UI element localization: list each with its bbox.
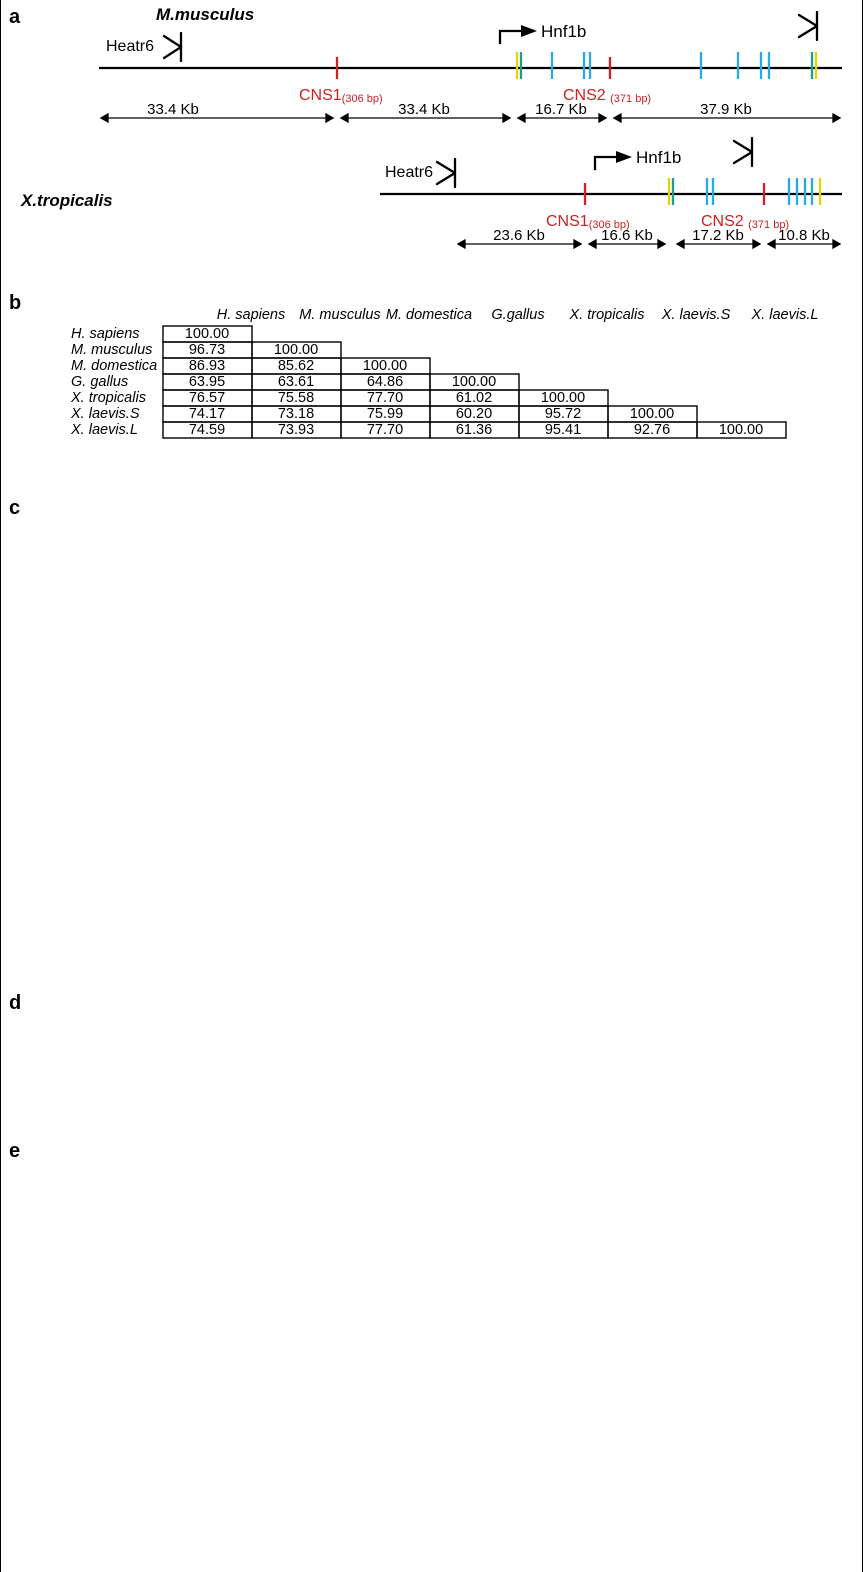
svg-text:Hnf1b: Hnf1b <box>541 22 586 41</box>
svg-text:95.41: 95.41 <box>545 422 581 438</box>
svg-text:G. gallus: G. gallus <box>71 374 128 390</box>
svg-text:61.36: 61.36 <box>456 422 492 438</box>
svg-text:X. tropicalis: X. tropicalis <box>70 390 146 406</box>
svg-text:M. domestica: M. domestica <box>386 307 472 323</box>
svg-text:73.93: 73.93 <box>278 422 314 438</box>
svg-text:23.6 Kb: 23.6 Kb <box>493 227 545 244</box>
svg-text:74.17: 74.17 <box>189 406 225 422</box>
svg-text:33.4 Kb: 33.4 Kb <box>147 101 199 118</box>
svg-text:73.18: 73.18 <box>278 406 314 422</box>
svg-text:100.00: 100.00 <box>185 326 229 342</box>
svg-text:95.72: 95.72 <box>545 406 581 422</box>
svg-text:63.61: 63.61 <box>278 374 314 390</box>
svg-text:37.9 Kb: 37.9 Kb <box>700 101 752 118</box>
svg-text:Hnf1b: Hnf1b <box>636 148 681 167</box>
svg-text:X.tropicalis: X.tropicalis <box>20 191 113 210</box>
svg-text:CNS1(306 bp): CNS1(306 bp) <box>299 87 383 105</box>
svg-text:M.musculus: M.musculus <box>156 5 254 24</box>
svg-text:X. tropicalis: X. tropicalis <box>569 307 645 323</box>
svg-text:60.20: 60.20 <box>456 406 492 422</box>
svg-text:G.gallus: G.gallus <box>491 307 544 323</box>
svg-text:76.57: 76.57 <box>189 390 225 406</box>
svg-text:100.00: 100.00 <box>541 390 585 406</box>
svg-text:75.58: 75.58 <box>278 390 314 406</box>
svg-text:100.00: 100.00 <box>274 342 318 358</box>
svg-text:Heatr6: Heatr6 <box>385 164 433 181</box>
svg-text:100.00: 100.00 <box>630 406 674 422</box>
svg-text:86.93: 86.93 <box>189 358 225 374</box>
svg-text:100.00: 100.00 <box>452 374 496 390</box>
svg-text:17.2 Kb: 17.2 Kb <box>692 227 744 244</box>
svg-text:63.95: 63.95 <box>189 374 225 390</box>
svg-text:10.8 Kb: 10.8 Kb <box>778 227 830 244</box>
svg-text:X. laevis.S: X. laevis.S <box>70 406 140 422</box>
svg-text:M. musculus: M. musculus <box>299 307 380 323</box>
svg-text:100.00: 100.00 <box>363 358 407 374</box>
svg-text:77.70: 77.70 <box>367 422 403 438</box>
svg-text:75.99: 75.99 <box>367 406 403 422</box>
svg-text:X. laevis.L: X. laevis.L <box>751 307 819 323</box>
svg-text:X. laevis.S: X. laevis.S <box>661 307 731 323</box>
svg-text:96.73: 96.73 <box>189 342 225 358</box>
svg-text:92.76: 92.76 <box>634 422 670 438</box>
svg-text:Heatr6: Heatr6 <box>106 38 154 55</box>
svg-text:M. domestica: M. domestica <box>71 358 157 374</box>
svg-text:85.62: 85.62 <box>278 358 314 374</box>
svg-text:77.70: 77.70 <box>367 390 403 406</box>
svg-text:74.59: 74.59 <box>189 422 225 438</box>
svg-text:100.00: 100.00 <box>719 422 763 438</box>
svg-text:M. musculus: M. musculus <box>71 342 152 358</box>
svg-text:33.4 Kb: 33.4 Kb <box>398 101 450 118</box>
svg-text:X. laevis.L: X. laevis.L <box>70 422 138 438</box>
svg-text:H. sapiens: H. sapiens <box>71 326 140 342</box>
svg-text:64.86: 64.86 <box>367 374 403 390</box>
svg-text:16.6 Kb: 16.6 Kb <box>601 227 653 244</box>
svg-text:H. sapiens: H. sapiens <box>217 307 286 323</box>
svg-text:61.02: 61.02 <box>456 390 492 406</box>
svg-text:16.7 Kb: 16.7 Kb <box>535 101 587 118</box>
